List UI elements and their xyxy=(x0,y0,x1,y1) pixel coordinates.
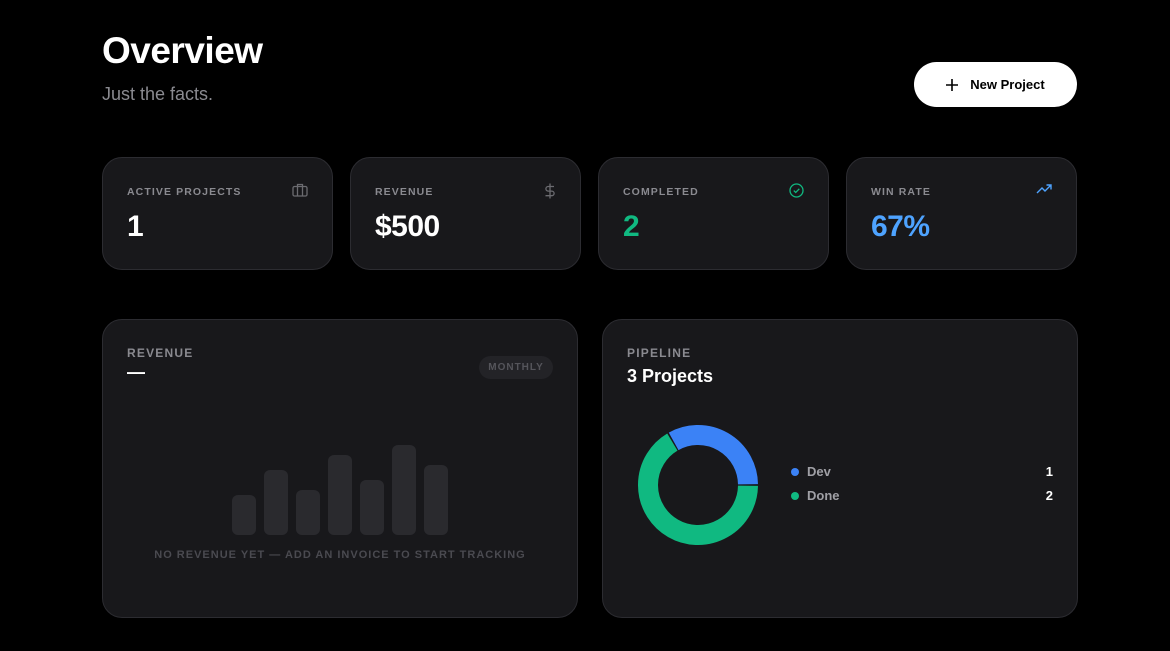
placeholder-bar xyxy=(424,465,448,535)
legend-swatch xyxy=(791,492,799,500)
stat-label: WIN RATE xyxy=(871,186,931,198)
placeholder-bar xyxy=(232,495,256,535)
period-badge[interactable]: MONTHLY xyxy=(479,356,553,379)
page-subtitle: Just the facts. xyxy=(102,84,214,104)
revenue-panel: REVENUE — MONTHLY NO REVENUE YET — ADD A… xyxy=(102,319,578,618)
legend-item: Dev 1 xyxy=(791,462,1053,482)
placeholder-bar xyxy=(328,455,352,535)
legend-item: Done 2 xyxy=(791,486,1053,506)
stat-card: WIN RATE 67% xyxy=(846,157,1077,270)
placeholder-bar xyxy=(296,490,320,535)
donut-chart xyxy=(638,425,758,545)
stat-label: REVENUE xyxy=(375,186,434,198)
donut-segment xyxy=(668,425,758,485)
stat-value: 67% xyxy=(871,210,930,243)
placeholder-bars xyxy=(232,445,448,535)
page-title: Overview xyxy=(102,30,263,71)
trend-icon xyxy=(1036,184,1052,194)
stat-card: REVENUE $500 xyxy=(350,157,581,270)
legend-label: Done xyxy=(807,488,840,503)
legend-swatch xyxy=(791,468,799,476)
stat-value: 1 xyxy=(127,210,144,243)
stat-label: COMPLETED xyxy=(623,186,699,198)
placeholder-bar xyxy=(264,470,288,535)
stat-card: ACTIVE PROJECTS 1 xyxy=(102,157,333,270)
revenue-value: — xyxy=(127,362,145,382)
legend-value: 1 xyxy=(1045,464,1053,479)
placeholder-bar xyxy=(360,480,384,535)
placeholder-bar xyxy=(392,445,416,535)
stat-value: $500 xyxy=(375,210,440,243)
panel-title: PIPELINE xyxy=(627,346,692,360)
pipeline-summary: 3 Projects xyxy=(627,366,714,386)
legend-value: 2 xyxy=(1045,488,1053,503)
button-label: New Project xyxy=(970,77,1045,92)
pipeline-panel: PIPELINE 3 Projects Dev 1 Done 2 xyxy=(602,319,1078,618)
briefcase-icon xyxy=(292,183,308,197)
stat-label: ACTIVE PROJECTS xyxy=(127,186,242,198)
new-project-button[interactable]: New Project xyxy=(914,62,1077,107)
legend-label: Dev xyxy=(807,464,831,479)
donut-segment xyxy=(638,433,758,545)
empty-message: NO REVENUE YET — ADD AN INVOICE TO START… xyxy=(154,549,526,561)
panel-title: REVENUE xyxy=(127,346,194,360)
stat-value: 2 xyxy=(623,210,640,243)
check-icon xyxy=(789,183,804,198)
stat-card: COMPLETED 2 xyxy=(598,157,829,270)
dollar-icon xyxy=(545,183,555,199)
plus-icon xyxy=(946,78,959,91)
